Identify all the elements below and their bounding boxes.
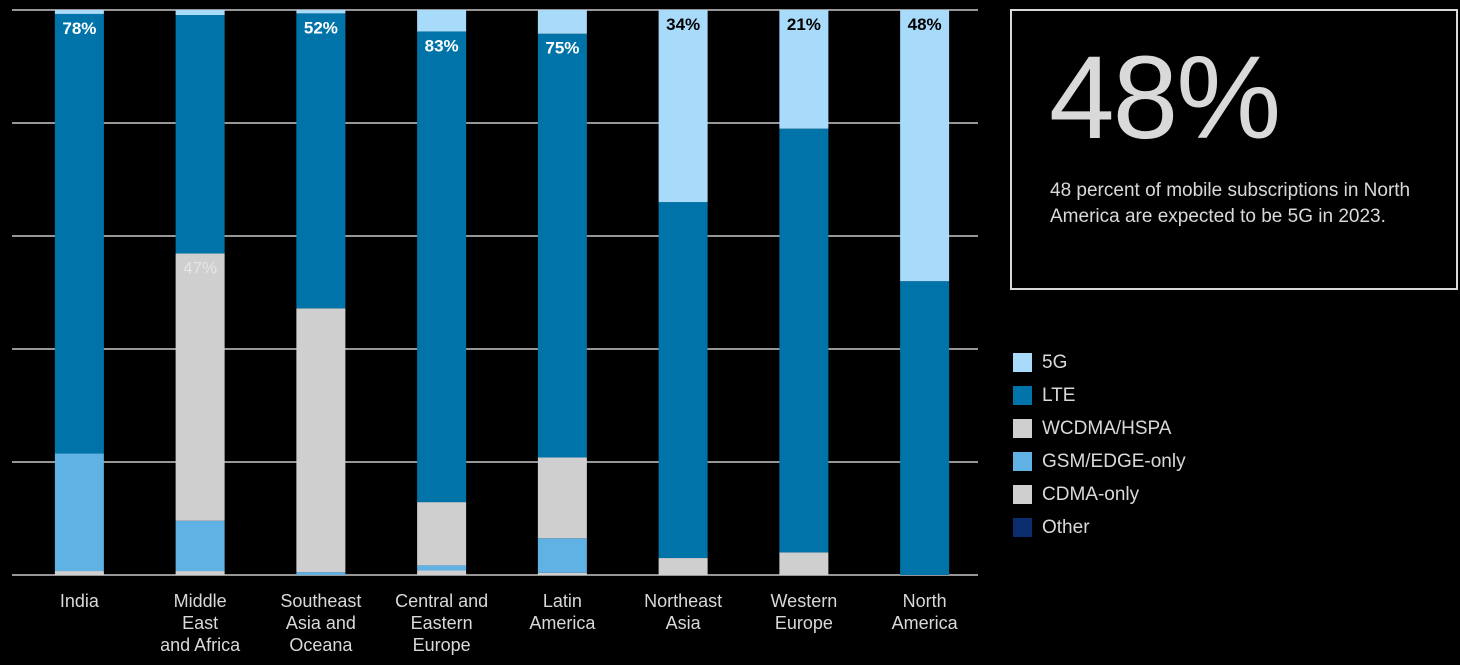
legend-swatch bbox=[1013, 353, 1032, 372]
legend-item-5g: 5G bbox=[1013, 346, 1186, 379]
data-label: 52% bbox=[304, 18, 338, 37]
bar-lte bbox=[175, 15, 225, 254]
legend-swatch bbox=[1013, 419, 1032, 438]
bar-lte bbox=[417, 31, 467, 503]
bar-5g bbox=[779, 10, 829, 129]
data-label: 47% bbox=[183, 259, 217, 278]
bar-5g bbox=[537, 10, 587, 34]
bar-gsm-edge-only bbox=[175, 520, 225, 572]
data-label: 83% bbox=[425, 36, 459, 55]
bar-cdma-only bbox=[537, 572, 587, 575]
category-label: India bbox=[60, 591, 100, 611]
legend-label: 5G bbox=[1042, 351, 1068, 373]
data-label: 78% bbox=[62, 19, 96, 38]
bar-5g bbox=[296, 10, 346, 14]
legend-label: GSM/EDGE-only bbox=[1042, 450, 1186, 472]
bar-wcdma-hspa bbox=[537, 457, 587, 539]
bar-lte bbox=[900, 281, 950, 575]
bar-5g bbox=[658, 10, 708, 203]
bar-5g bbox=[175, 10, 225, 16]
category-label: Central and Eastern Europe bbox=[395, 591, 488, 655]
legend-item-other: Other bbox=[1013, 511, 1186, 544]
legend-item-wcdma: WCDMA/HSPA bbox=[1013, 412, 1186, 445]
legend-label: LTE bbox=[1042, 384, 1076, 406]
data-label: 34% bbox=[666, 15, 700, 34]
data-label: 75% bbox=[545, 39, 579, 58]
stacked-bar-chart: 78% 47% 52% 83% 75% 34% 21% 48% India Middle East a… bbox=[12, 9, 978, 655]
legend-swatch bbox=[1013, 485, 1032, 504]
bar-lte bbox=[658, 202, 708, 559]
bar-5g bbox=[54, 10, 104, 14]
bar-gsm-edge-only bbox=[296, 572, 346, 575]
bar-gsm-edge-only bbox=[54, 453, 104, 572]
callout-description: 48 percent of mobile subscriptions in No… bbox=[1050, 180, 1411, 227]
bar-wcdma-hspa bbox=[175, 253, 225, 521]
bar-lte bbox=[296, 13, 346, 309]
category-label: North America bbox=[892, 591, 959, 633]
legend-swatch bbox=[1013, 518, 1032, 537]
data-label: 48% bbox=[908, 15, 942, 34]
bar-5g bbox=[417, 10, 467, 32]
legend-label: WCDMA/HSPA bbox=[1042, 417, 1172, 439]
callout-big-number: 48% bbox=[1049, 32, 1281, 164]
legend-swatch bbox=[1013, 386, 1032, 405]
legend-label: Other bbox=[1042, 516, 1090, 538]
bar-cdma-only bbox=[417, 570, 467, 575]
legend-item-gsm: GSM/EDGE-only bbox=[1013, 445, 1186, 478]
legend-item-cdma: CDMA-only bbox=[1013, 478, 1186, 511]
callout-box: 48% 48 percent of mobile subscriptions i… bbox=[1010, 9, 1458, 290]
category-label: Northeast Asia bbox=[644, 591, 722, 633]
data-label: 21% bbox=[787, 15, 821, 34]
bar-cdma-only bbox=[54, 571, 104, 575]
category-label: Middle East and Africa bbox=[160, 591, 241, 655]
bar-5g bbox=[900, 10, 950, 282]
category-label: Latin America bbox=[529, 591, 596, 633]
bar-wcdma-hspa bbox=[296, 308, 346, 573]
bar-gsm-edge-only bbox=[537, 538, 587, 573]
category-label: Western Europe bbox=[771, 591, 838, 633]
bar-cdma-only bbox=[175, 571, 225, 575]
legend-label: CDMA-only bbox=[1042, 483, 1140, 505]
category-label: Southeast Asia and Oceana bbox=[280, 591, 361, 655]
bar-lte bbox=[779, 128, 829, 553]
bar-wcdma-hspa bbox=[658, 558, 708, 575]
legend: 5G LTE WCDMA/HSPA GSM/EDGE-only CDMA-onl… bbox=[1013, 346, 1186, 544]
legend-swatch bbox=[1013, 452, 1032, 471]
bar-gsm-edge-only bbox=[417, 565, 467, 571]
bar-wcdma-hspa bbox=[779, 552, 829, 575]
bar-wcdma-hspa bbox=[417, 502, 467, 566]
legend-item-lte: LTE bbox=[1013, 379, 1186, 412]
bar-lte bbox=[54, 13, 104, 454]
bar-lte bbox=[537, 33, 587, 458]
